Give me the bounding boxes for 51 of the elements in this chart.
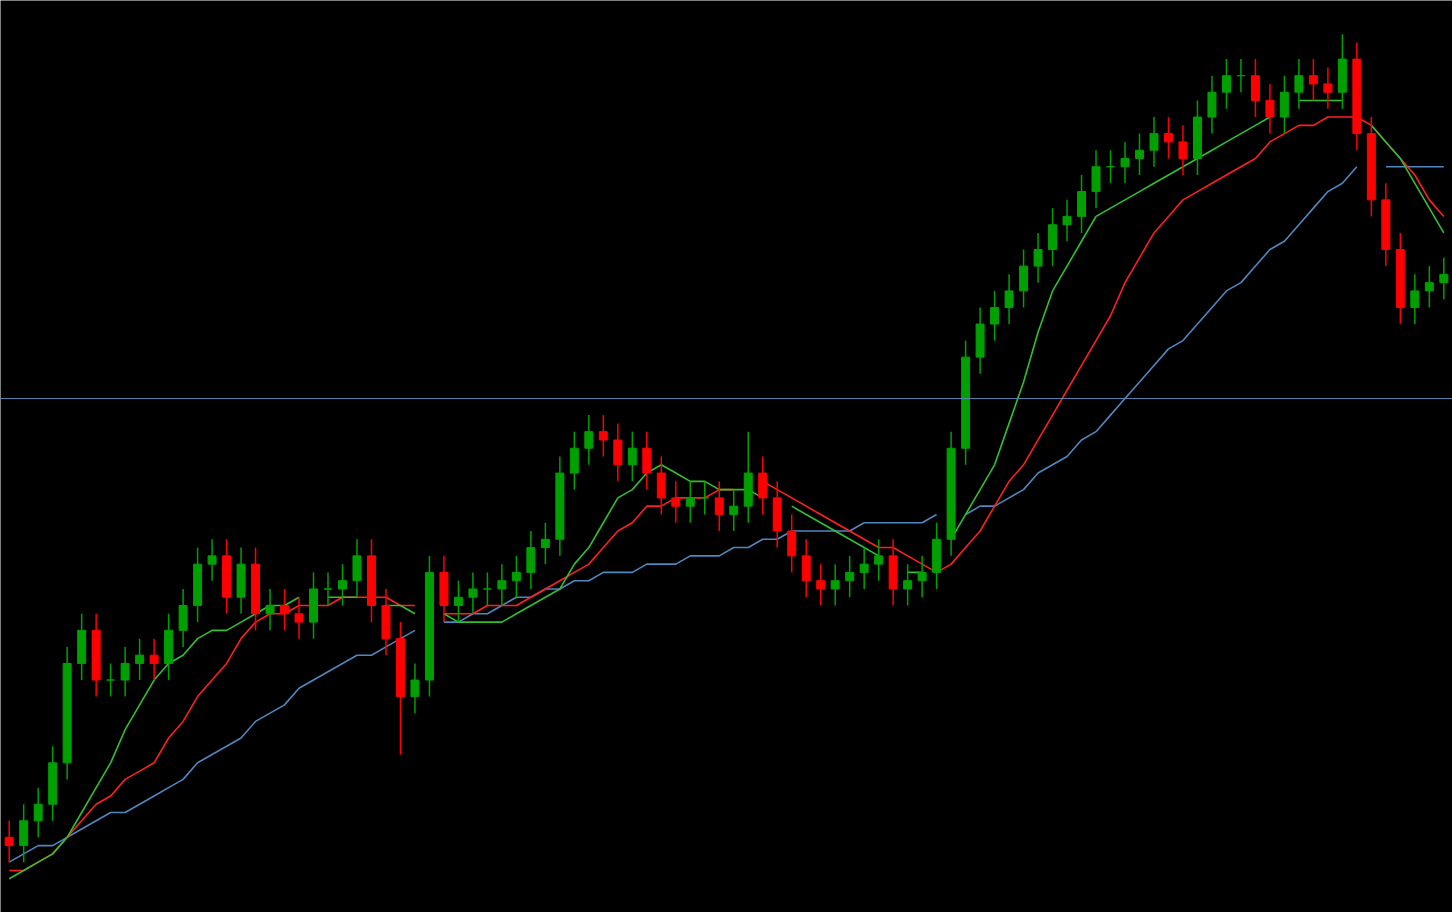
candlestick — [33, 786, 43, 839]
candlestick — [1410, 273, 1420, 325]
candlestick — [4, 820, 14, 863]
candlestick — [627, 430, 637, 483]
candlestick — [990, 290, 1000, 342]
candlestick — [1135, 132, 1144, 176]
candlestick — [859, 546, 869, 590]
candlestick — [845, 555, 855, 598]
candlestick — [106, 662, 116, 698]
candlestick — [700, 480, 710, 516]
candlestick — [1265, 83, 1275, 135]
candlestick — [584, 414, 594, 466]
candlestick — [903, 563, 913, 607]
candlestick — [1424, 265, 1434, 309]
candlestick — [149, 637, 159, 681]
candlestick — [714, 480, 724, 532]
candlestick — [207, 538, 217, 582]
candlestick — [1308, 58, 1318, 102]
candlestick — [482, 571, 492, 607]
candlestick — [1149, 116, 1159, 168]
candlestick — [1120, 141, 1130, 185]
candlestick — [338, 563, 347, 607]
candlestick — [671, 480, 681, 524]
candlestick — [410, 662, 420, 714]
candlestick — [685, 480, 695, 524]
candlestick — [453, 579, 463, 623]
candlestick — [598, 414, 608, 458]
candlestick — [135, 637, 145, 681]
candlestick — [1294, 58, 1304, 110]
candlestick — [917, 555, 927, 598]
candlestick — [265, 588, 275, 632]
candlestick — [1323, 66, 1333, 110]
candlestick — [1004, 273, 1014, 325]
candlestick — [1221, 58, 1231, 110]
candlestick — [511, 555, 521, 598]
candlestick — [497, 563, 507, 607]
candlestick — [1439, 257, 1449, 300]
candlestick — [1033, 232, 1043, 284]
candlestick — [729, 488, 739, 532]
candlestick — [323, 571, 333, 607]
candlestick — [540, 521, 550, 565]
candlestick — [1178, 124, 1188, 176]
candlestick — [468, 571, 478, 615]
candlestick — [816, 563, 826, 607]
candlestick — [280, 588, 290, 632]
candlestick — [874, 538, 884, 582]
candlestick — [1062, 199, 1072, 242]
candlestick — [1163, 116, 1173, 160]
candlestick — [830, 563, 840, 607]
candlestick — [294, 596, 304, 640]
candlestick — [120, 646, 130, 698]
